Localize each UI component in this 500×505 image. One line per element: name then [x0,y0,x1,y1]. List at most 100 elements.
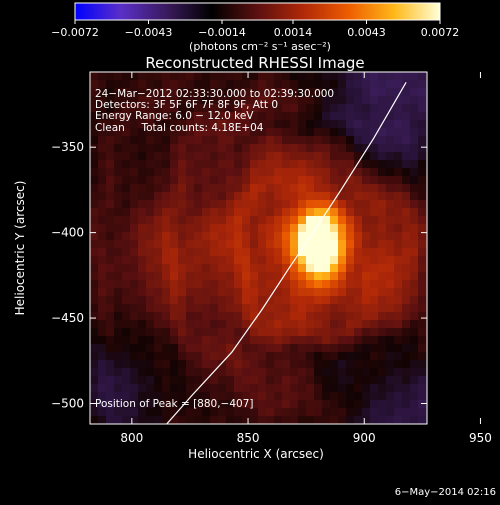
heatmap-cell [266,192,275,201]
heatmap-cell [258,288,267,297]
heatmap-cell [242,312,251,321]
heatmap-cell [90,272,99,281]
heatmap-cell [330,320,339,329]
heatmap-cell [170,144,179,153]
heatmap-cell [258,152,267,161]
heatmap-cell [234,336,243,345]
heatmap-cell [146,296,155,305]
heatmap-cell [418,168,427,177]
heatmap-cell [130,128,139,137]
heatmap-cell [274,152,283,161]
heatmap-cell [370,408,379,417]
heatmap-cell [362,296,371,305]
heatmap-cell [306,288,315,297]
heatmap-cell [354,352,363,361]
heatmap-cell [282,304,291,313]
heatmap-cell [330,256,339,265]
heatmap-cell [186,344,195,353]
heatmap-cell [210,72,219,81]
heatmap-cell [146,200,155,209]
heatmap-cell [330,176,339,185]
heatmap-cell [250,96,259,105]
heatmap-cell [162,264,171,273]
heatmap-cell [338,248,347,257]
heatmap-cell [258,320,267,329]
heatmap-cell [138,296,147,305]
heatmap-cell [186,232,195,241]
heatmap-cell [330,96,339,105]
heatmap-cell [378,184,387,193]
heatmap-cell [394,184,403,193]
heatmap-cell [322,128,331,137]
heatmap-cell [314,112,323,121]
heatmap-cell [130,408,139,417]
heatmap-cell [194,360,203,369]
heatmap-cell [170,368,179,377]
heatmap-cell [130,120,139,129]
heatmap-cell [314,344,323,353]
heatmap-cell [282,248,291,257]
heatmap-cell [242,320,251,329]
heatmap-cell [370,304,379,313]
heatmap-cell [234,136,243,145]
heatmap-cell [378,384,387,393]
heatmap-cell [418,408,427,417]
heatmap-cell [266,248,275,257]
heatmap-cell [154,192,163,201]
heatmap-cell [354,184,363,193]
heatmap-cell [202,192,211,201]
heatmap-cell [338,240,347,249]
heatmap-cell [394,152,403,161]
heatmap-cell [338,88,347,97]
heatmap-cell [114,400,123,409]
heatmap-cell [234,168,243,177]
heatmap-cell [386,280,395,289]
heatmap-cell [370,272,379,281]
heatmap-cell [186,400,195,409]
heatmap-cell [354,336,363,345]
heatmap-cell [418,368,427,377]
heatmap-cell [218,344,227,353]
heatmap-cell [306,344,315,353]
heatmap-cell [98,200,107,209]
heatmap-cell [106,272,115,281]
heatmap-cell [242,392,251,401]
heatmap-cell [298,376,307,385]
heatmap-cell [146,400,155,409]
heatmap-cell [386,88,395,97]
heatmap-cell [274,264,283,273]
heatmap-cell [162,176,171,185]
heatmap-cell [162,208,171,217]
heatmap-cell [314,352,323,361]
heatmap-cell [282,224,291,233]
heatmap-cell [290,160,299,169]
heatmap-cell [282,112,291,121]
heatmap-cell [282,104,291,113]
heatmap-cell [202,360,211,369]
heatmap-cell [322,144,331,153]
heatmap-cell [354,192,363,201]
heatmap-cell [186,80,195,89]
heatmap-cell [186,240,195,249]
heatmap-cell [410,200,419,209]
heatmap-cell [298,88,307,97]
heatmap-cell [170,80,179,89]
colorbar-tick-label: 0.0043 [347,26,386,39]
heatmap-cell [234,296,243,305]
heatmap-cell [322,200,331,209]
heatmap-cell [274,360,283,369]
heatmap-cell [106,376,115,385]
heatmap-cell [362,392,371,401]
heatmap-cell [362,232,371,241]
heatmap-cell [274,224,283,233]
heatmap-cell [106,368,115,377]
heatmap-cell [186,320,195,329]
heatmap-cell [154,168,163,177]
heatmap-cell [378,368,387,377]
heatmap-cell [282,264,291,273]
heatmap-cell [98,160,107,169]
heatmap-cell [370,128,379,137]
heatmap-cell [98,296,107,305]
heatmap-cell [410,136,419,145]
heatmap-cell [402,352,411,361]
